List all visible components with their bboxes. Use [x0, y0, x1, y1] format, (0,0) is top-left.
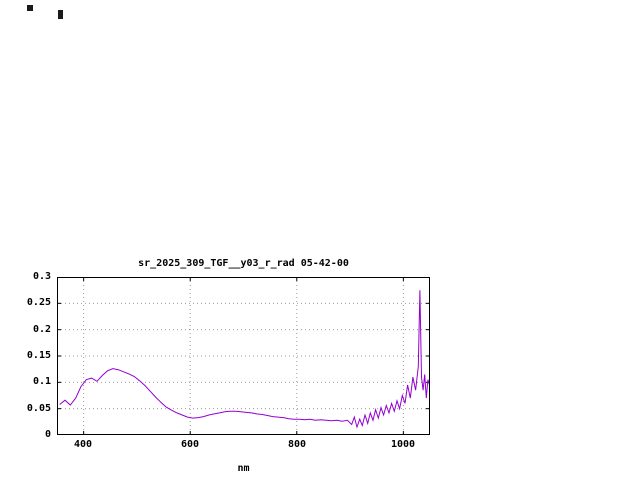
x-axis-tick-label: 600 — [180, 439, 200, 450]
y-axis-tick-label: 0.1 — [32, 376, 51, 387]
y-axis-tick-label: 0 — [44, 429, 51, 440]
x-axis-label: nm — [237, 463, 250, 474]
artifact-mark-1 — [27, 5, 33, 11]
y-axis-tick-label: 0.25 — [26, 297, 51, 308]
y-axis-tick-label: 0.3 — [32, 271, 51, 282]
spectral-chart: sr_2025_309_TGF__y03_r_rad 05-42-00 0.3 … — [27, 258, 430, 474]
plot-canvas — [57, 277, 430, 435]
x-axis-tick-label: 1000 — [390, 439, 416, 450]
plot-border — [57, 277, 430, 435]
chart-title: sr_2025_309_TGF__y03_r_rad 05-42-00 — [138, 258, 349, 269]
x-axis-tick-label: 400 — [73, 439, 93, 450]
x-axis-tick-label: 800 — [287, 439, 307, 450]
y-axis-tick-label: 0.15 — [26, 350, 51, 361]
artifact-mark-2 — [58, 10, 63, 19]
series-line — [59, 290, 430, 429]
y-axis-tick-label: 0.2 — [32, 324, 51, 335]
y-axis-tick-label: 0.05 — [26, 403, 51, 414]
